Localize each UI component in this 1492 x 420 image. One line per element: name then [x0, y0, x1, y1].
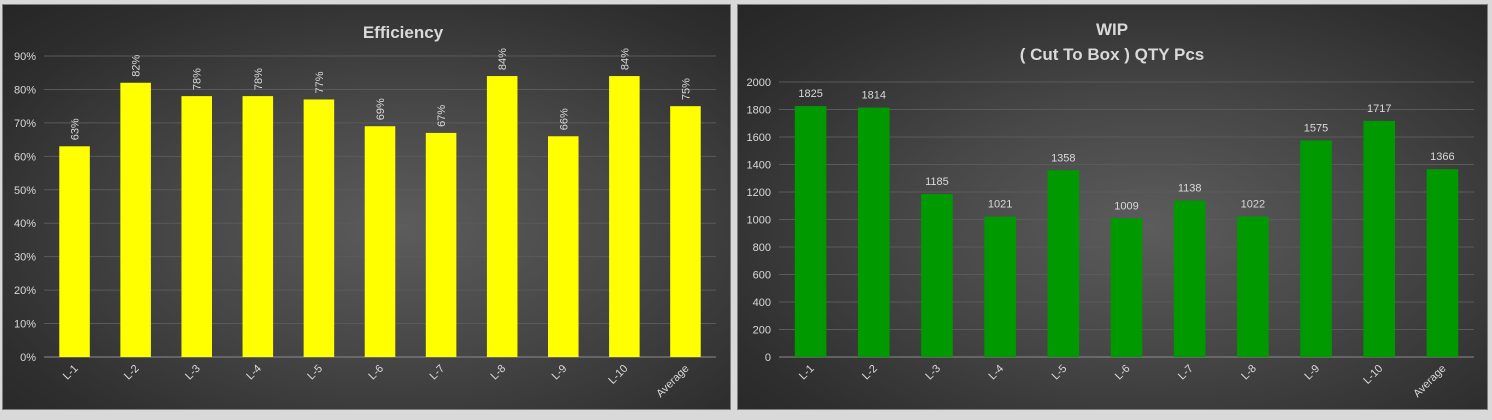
efficiency-x-tick-label: L-8: [489, 363, 509, 383]
efficiency-y-tick-label: 90%: [14, 51, 36, 63]
efficiency-x-tick-label: L-6: [366, 363, 386, 383]
efficiency-chart-title: Efficiency: [363, 23, 444, 42]
efficiency-y-tick-label: 80%: [14, 84, 36, 96]
wip-x-tick-label: L-10: [1361, 363, 1385, 387]
efficiency-chart-svg: Efficiency 0% 10% 20% 30% 40% 50% 60% 70% 80% 90%…: [14, 23, 716, 400]
wip-y-tick-label: 800: [753, 242, 771, 254]
wip-y-tick-label: 200: [753, 325, 771, 337]
efficiency-data-label: 78%: [253, 68, 265, 90]
efficiency-data-label: 77%: [314, 71, 326, 93]
wip-data-label: 1366: [1430, 151, 1454, 163]
wip-y-tick-label: 1800: [747, 105, 771, 117]
efficiency-data-label: 84%: [497, 48, 509, 70]
wip-bar: [1426, 169, 1459, 357]
wip-x-tick-label: L-8: [1239, 363, 1259, 383]
efficiency-bar: [548, 136, 579, 357]
efficiency-x-tick-label: L-10: [606, 363, 630, 387]
efficiency-y-tick-label: 40%: [14, 218, 36, 230]
efficiency-bar: [242, 96, 274, 357]
efficiency-y-tick-label: 70%: [14, 118, 36, 130]
efficiency-bar: [59, 146, 90, 357]
efficiency-bar: [303, 99, 335, 357]
efficiency-bar: [425, 132, 457, 357]
wip-data-label: 1009: [1114, 200, 1138, 212]
wip-bar: [1173, 200, 1206, 357]
efficiency-bar: [609, 76, 640, 358]
wip-bar: [1300, 140, 1332, 357]
efficiency-bar: [120, 82, 151, 357]
wip-bar: [1237, 216, 1269, 357]
wip-bar: [984, 216, 1016, 357]
efficiency-data-label: 67%: [436, 105, 448, 127]
efficiency-data-label: 84%: [619, 48, 631, 70]
wip-bar: [857, 107, 890, 357]
wip-x-tick-label: L-7: [1176, 363, 1196, 383]
wip-bar: [921, 194, 953, 357]
wip-y-tick-label: 1200: [747, 187, 771, 199]
wip-data-label: 1814: [862, 90, 886, 102]
efficiency-x-tick-label: L-5: [305, 363, 325, 383]
efficiency-data-label: 78%: [192, 68, 204, 90]
wip-x-tick-label: L-6: [1113, 363, 1133, 383]
wip-bar: [794, 106, 827, 357]
efficiency-data-label: 63%: [70, 118, 82, 140]
efficiency-bar: [364, 126, 396, 357]
efficiency-y-tick-label: 30%: [14, 252, 36, 264]
wip-x-tick-label: L-2: [860, 363, 880, 383]
wip-y-tick-label: 600: [753, 270, 771, 282]
wip-data-label: 1717: [1367, 103, 1391, 115]
wip-bar: [1363, 120, 1396, 357]
efficiency-x-tick-label: L-7: [427, 363, 447, 383]
wip-data-label: 1575: [1304, 122, 1328, 134]
wip-chart: WIP ( Cut To Box ) QTY Pcs 0 200 400 600 800…: [737, 4, 1488, 410]
wip-x-tick-label: L-3: [923, 363, 943, 383]
wip-y-tick-label: 1400: [747, 160, 771, 172]
efficiency-bar: [670, 106, 701, 358]
wip-data-label: 1022: [1241, 198, 1265, 210]
wip-y-tick-label: 0: [765, 352, 771, 364]
efficiency-x-tick-label: L-1: [61, 363, 81, 383]
efficiency-data-label: 66%: [558, 108, 570, 130]
efficiency-x-tick-label: Average: [654, 363, 691, 400]
wip-data-label: 1825: [798, 88, 822, 100]
efficiency-y-tick-label: 10%: [14, 319, 36, 331]
wip-data-label: 1021: [988, 199, 1012, 211]
efficiency-bar: [486, 76, 518, 358]
wip-y-tick-label: 2000: [747, 77, 771, 89]
efficiency-data-label: 75%: [680, 78, 692, 100]
wip-y-tick-label: 400: [753, 297, 771, 309]
wip-x-tick-label: L-5: [1050, 363, 1070, 383]
efficiency-x-tick-label: L-2: [122, 363, 142, 383]
efficiency-x-tick-label: L-9: [550, 363, 570, 383]
wip-y-tick-label: 1000: [747, 215, 771, 227]
wip-data-label: 1185: [925, 176, 949, 188]
efficiency-y-tick-label: 60%: [14, 151, 36, 163]
efficiency-data-label: 82%: [131, 55, 143, 77]
wip-x-tick-label: L-1: [797, 363, 817, 383]
wip-x-tick-label: Average: [1411, 363, 1448, 400]
wip-bar: [1110, 218, 1143, 357]
wip-x-tick-label: L-9: [1302, 363, 1322, 383]
wip-chart-title-line2: ( Cut To Box ) QTY Pcs: [1020, 45, 1205, 64]
efficiency-x-tick-label: L-4: [244, 363, 264, 383]
efficiency-bar: [181, 96, 212, 357]
efficiency-y-tick-label: 20%: [14, 285, 36, 297]
wip-data-label: 1358: [1051, 152, 1075, 164]
efficiency-y-tick-label: 0%: [20, 352, 36, 364]
wip-y-tick-label: 1600: [747, 132, 771, 144]
wip-chart-title-line1: WIP: [1096, 20, 1128, 39]
efficiency-data-label: 69%: [375, 98, 387, 120]
wip-chart-svg: WIP ( Cut To Box ) QTY Pcs 0 200 400 600 800…: [747, 20, 1474, 400]
wip-bar: [1047, 170, 1080, 357]
wip-x-tick-label: L-4: [987, 363, 1007, 383]
efficiency-x-tick-label: L-3: [183, 363, 203, 383]
efficiency-chart: Efficiency 0% 10% 20% 30% 40% 50% 60% 70% 80% 90%…: [2, 4, 731, 410]
wip-data-label: 1138: [1178, 183, 1202, 195]
efficiency-y-tick-label: 50%: [14, 185, 36, 197]
